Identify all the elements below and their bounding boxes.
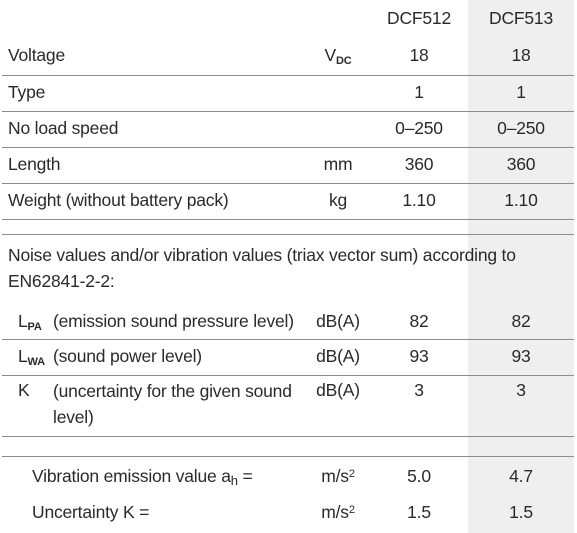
noise-note: Noise values and/or vibration values (tr…	[8, 245, 516, 291]
row-value-dcf513: 3	[516, 380, 526, 400]
row-value-dcf513: 1.10	[504, 190, 538, 210]
row-value-dcf512: 93	[409, 346, 429, 366]
row-value-dcf512: 82	[409, 311, 429, 331]
row-unit: dB(A)	[316, 346, 360, 366]
row-symbol: LWA	[18, 346, 45, 368]
table-row-k: K (uncertainty for the given sound level…	[2, 376, 574, 437]
table-row-type: Type 1 1	[2, 76, 574, 112]
row-value-dcf512: 3	[414, 380, 424, 400]
table-row-no-load-speed: No load speed 0–250 0–250	[2, 112, 574, 148]
row-unit: VDC	[324, 45, 352, 67]
row-value-dcf513: 82	[511, 311, 531, 331]
row-value-dcf512: 1.5	[407, 502, 431, 522]
row-description: (uncertainty for the given sound level)	[53, 381, 292, 427]
row-value-dcf512: 1.10	[402, 190, 436, 210]
row-label: Vibration emission value ah =	[32, 466, 253, 488]
table-row-weight: Weight (without battery pack) kg 1.10 1.…	[2, 184, 574, 220]
row-value-dcf512: 0–250	[395, 118, 443, 138]
row-unit: mm	[323, 154, 353, 174]
row-symbol: K	[18, 380, 30, 400]
table-row-voltage: Voltage VDC 18 18	[2, 39, 574, 76]
row-value-dcf512: 5.0	[407, 466, 431, 486]
row-unit: kg	[328, 190, 348, 210]
noise-note-row: Noise values and/or vibration values (tr…	[2, 242, 574, 298]
row-value-dcf513: 18	[511, 45, 531, 65]
column-shade	[468, 0, 574, 533]
row-label: No load speed	[8, 118, 119, 138]
row-value-dcf513: 1.5	[509, 502, 533, 522]
row-label: Length	[8, 154, 61, 174]
row-label: Weight (without battery pack)	[8, 190, 229, 210]
row-unit: dB(A)	[316, 311, 360, 331]
row-description: (sound power level)	[53, 346, 202, 366]
row-value-dcf513: 360	[506, 154, 536, 174]
row-label: Type	[8, 82, 46, 102]
spacer-row	[2, 437, 574, 457]
table-row-vibration-emission: Vibration emission value ah = m/s2 5.0 4…	[2, 460, 574, 495]
row-description: (emission sound pressure level)	[53, 311, 294, 331]
row-value-dcf513: 1	[516, 82, 526, 102]
row-unit: dB(A)	[316, 380, 360, 400]
header-col-dcf513: DCF513	[489, 8, 553, 28]
row-value-dcf513: 0–250	[497, 118, 545, 138]
table-row-lpa: LPA (emission sound pressure level) dB(A…	[2, 304, 574, 340]
row-symbol: LPA	[18, 311, 42, 333]
header-col-dcf512: DCF512	[387, 8, 451, 28]
row-value-dcf512: 18	[409, 45, 429, 65]
row-value-dcf513: 4.7	[509, 466, 533, 486]
table-row-length: Length mm 360 360	[2, 148, 574, 184]
row-unit: m/s2	[321, 466, 355, 486]
row-value-dcf512: 360	[404, 154, 434, 174]
row-value-dcf512: 1	[414, 82, 424, 102]
header-row: DCF512 DCF513	[2, 8, 574, 36]
row-label: Uncertainty K =	[32, 502, 150, 522]
row-value-dcf513: 93	[511, 346, 531, 366]
table-row-lwa: LWA (sound power level) dB(A) 93 93	[2, 340, 574, 376]
row-label: Voltage	[8, 45, 65, 65]
spacer-row	[2, 220, 574, 235]
row-unit: m/s2	[321, 502, 355, 522]
table-row-vibration-uncertainty: Uncertainty K = m/s2 1.5 1.5	[2, 496, 574, 531]
